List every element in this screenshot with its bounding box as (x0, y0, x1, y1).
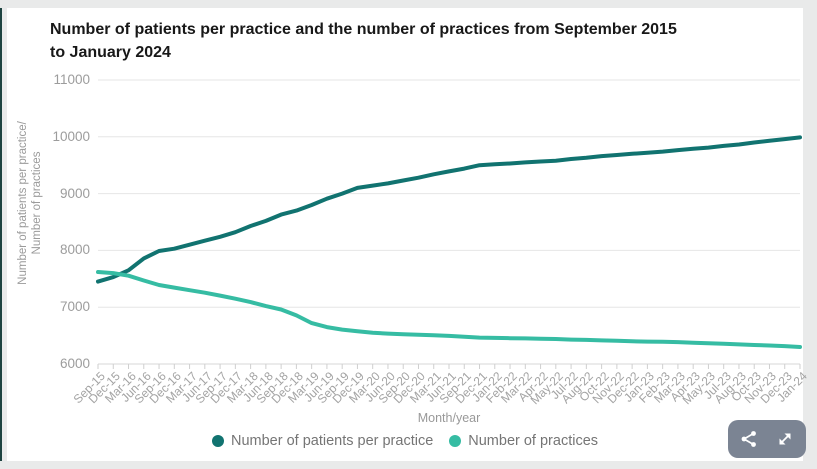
legend-item-practices: Number of practices (449, 433, 598, 449)
window-edge-stripe (0, 8, 2, 461)
legend-dot-patients-per-practice (211, 435, 224, 447)
y-tick-label-7000: 7000 (59, 299, 90, 315)
chart-toolbar (728, 420, 806, 458)
y-tick-label-9000: 9000 (59, 185, 90, 201)
y-tick-label-8000: 8000 (59, 242, 90, 258)
chart-title: Number of patients per practice and the … (50, 18, 795, 64)
line-chart-plot (96, 79, 802, 369)
legend-item-patients-per-practice: Number of patients per practice (211, 433, 434, 449)
chart-title-line2: to January 2024 (50, 44, 171, 61)
legend-label-patients-per-practice: Number of patients per practice (230, 433, 434, 449)
practices-line (96, 270, 802, 349)
share-button[interactable] (735, 425, 763, 453)
legend-label-practices: Number of practices (468, 433, 599, 449)
legend-dot-practices (449, 435, 462, 447)
chart-legend: Number of patients per practice Number o… (7, 433, 803, 449)
x-axis-title: Month/year (417, 411, 481, 425)
expand-icon (779, 433, 791, 445)
y-tick-label-11000: 11000 (53, 72, 90, 87)
expand-button[interactable] (771, 425, 799, 453)
chart-title-line1: Number of patients per practice and the … (50, 21, 677, 38)
share-icon (741, 431, 757, 447)
patients-per-practice-line (96, 135, 802, 284)
y-tick-label-10000: 10000 (52, 128, 90, 144)
chart-card: Number of patients per practice and the … (7, 8, 810, 461)
y-tick-label-6000: 6000 (59, 356, 90, 371)
